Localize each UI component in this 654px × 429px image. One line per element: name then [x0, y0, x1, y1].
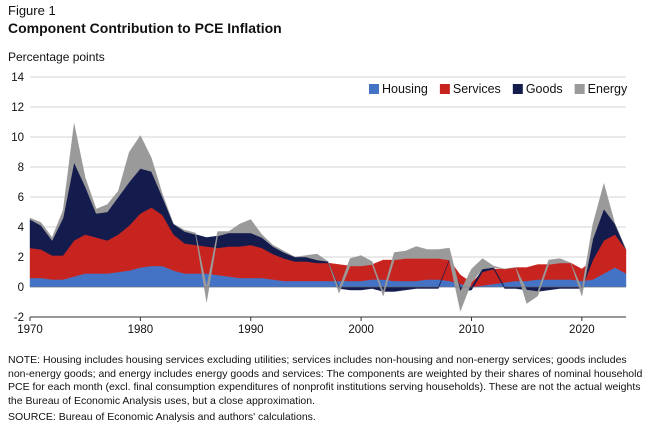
y-tick-label: 0 [18, 282, 24, 294]
y-tick-label: 2 [18, 252, 24, 264]
y-tick-label: 12 [11, 102, 24, 114]
x-tick-label: 2010 [459, 324, 485, 336]
x-tick-label: 2000 [348, 324, 374, 336]
y-axis-unit-label: Percentage points [8, 50, 105, 64]
legend-item-services: Services [439, 82, 501, 96]
y-tick-label: 14 [11, 72, 24, 84]
legend-label: Housing [382, 82, 428, 96]
legend-label: Goods [526, 82, 563, 96]
x-tick-label: 2020 [569, 324, 595, 336]
chart-source: SOURCE: Bureau of Economic Analysis and … [8, 411, 316, 423]
legend-swatch [574, 84, 585, 94]
figure-label: Figure 1 [8, 3, 56, 18]
y-tick-label: 8 [18, 162, 24, 174]
chart-title: Component Contribution to PCE Inflation [8, 20, 282, 36]
legend-item-housing: Housing [369, 82, 428, 96]
legend-item-goods: Goods [512, 82, 563, 96]
legend-swatch [512, 84, 523, 94]
legend-swatch [369, 84, 379, 94]
legend-swatch [439, 84, 450, 94]
x-tick-label: 1980 [128, 324, 154, 336]
legend-item-energy: Energy [574, 82, 628, 96]
pce-inflation-chart: -2 0 2 4 6 8 10 12 14 1970 1980 1990 2000 2010 2020 Ho… [11, 72, 628, 336]
legend-label: Energy [588, 82, 628, 96]
x-tick-label: 1990 [238, 324, 264, 336]
series-area-energy [29, 123, 627, 312]
x-tick-label: 1970 [17, 324, 43, 336]
chart-note: NOTE: Housing includes housing services … [8, 354, 643, 407]
legend-label: Services [453, 82, 501, 96]
y-tick-label: 10 [11, 132, 24, 144]
y-tick-label: 4 [18, 222, 25, 234]
y-tick-label: -2 [14, 312, 24, 324]
y-tick-label: 6 [18, 192, 24, 204]
